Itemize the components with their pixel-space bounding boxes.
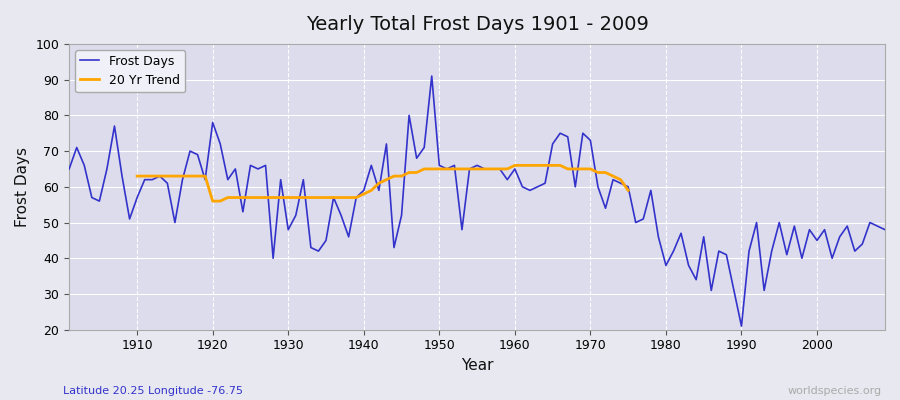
Frost Days	[291, 213, 302, 218]
Line: 20 Yr Trend: 20 Yr Trend	[137, 165, 628, 201]
Line: Frost Days: Frost Days	[69, 76, 885, 326]
20 Yr Trend	[207, 199, 218, 204]
Frost Days	[736, 324, 747, 328]
Frost Days	[427, 74, 437, 78]
Frost Days	[517, 184, 527, 189]
Title: Yearly Total Frost Days 1901 - 2009: Yearly Total Frost Days 1901 - 2009	[306, 15, 649, 34]
20 Yr Trend	[509, 163, 520, 168]
Text: Latitude 20.25 Longitude -76.75: Latitude 20.25 Longitude -76.75	[63, 386, 243, 396]
20 Yr Trend	[291, 195, 302, 200]
Frost Days	[124, 216, 135, 221]
20 Yr Trend	[351, 195, 362, 200]
Frost Days	[64, 166, 75, 171]
20 Yr Trend	[131, 174, 142, 178]
20 Yr Trend	[260, 195, 271, 200]
X-axis label: Year: Year	[461, 358, 493, 373]
Frost Days	[336, 213, 346, 218]
Y-axis label: Frost Days: Frost Days	[15, 147, 30, 227]
Frost Days	[509, 166, 520, 171]
Frost Days	[879, 227, 890, 232]
20 Yr Trend	[623, 188, 634, 193]
20 Yr Trend	[532, 163, 543, 168]
Frost Days	[608, 177, 618, 182]
Legend: Frost Days, 20 Yr Trend: Frost Days, 20 Yr Trend	[76, 50, 185, 92]
20 Yr Trend	[169, 174, 180, 178]
Text: worldspecies.org: worldspecies.org	[788, 386, 882, 396]
20 Yr Trend	[358, 192, 369, 196]
